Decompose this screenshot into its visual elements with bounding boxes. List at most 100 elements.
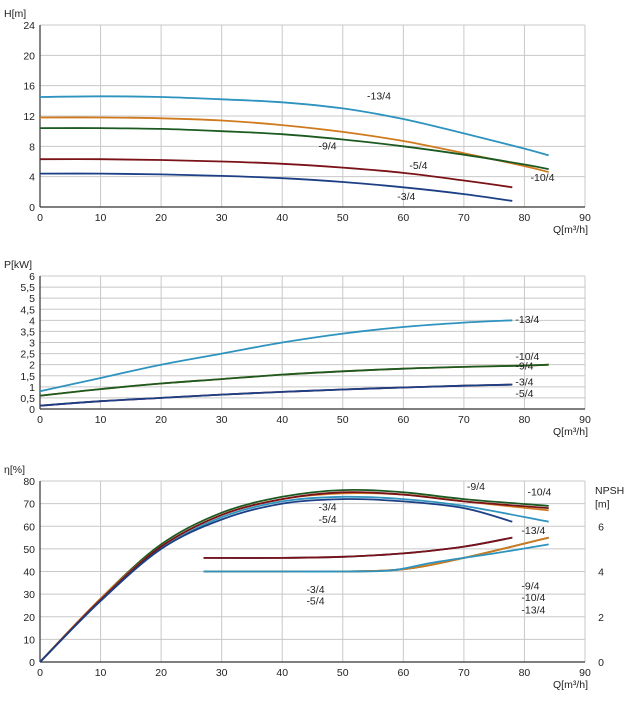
chart-1-x-tick-label: 50 bbox=[337, 414, 349, 426]
chart-1-x-tick-label: 40 bbox=[276, 414, 288, 426]
chart-2-y-tick-label: 30 bbox=[23, 589, 35, 601]
chart-0-curve-label: -13/4 bbox=[367, 90, 391, 102]
chart-2-curve-label: -13/4 bbox=[521, 604, 545, 616]
chart-2-series-13-4-line bbox=[39, 495, 549, 663]
chart-2-y-tick-label: 0 bbox=[29, 657, 35, 669]
chart-1-y-axis-label: P[kW] bbox=[4, 259, 32, 271]
chart-2-y2-axis-label: NPSH bbox=[595, 485, 624, 497]
chart-2-x-tick-label: 60 bbox=[397, 667, 409, 679]
chart-1-curve-label: -3/4 bbox=[515, 377, 533, 389]
chart-2-x-axis-label: Q[m³/h] bbox=[553, 679, 588, 691]
chart-2-series-5-4-npsh-line bbox=[203, 536, 513, 559]
chart-0-curve-label: -10/4 bbox=[531, 172, 555, 184]
chart-0-series-13-4-line bbox=[39, 95, 549, 157]
chart-1-x-tick-label: 0 bbox=[37, 414, 43, 426]
chart-2-y-tick-label: 40 bbox=[23, 567, 35, 579]
chart-1-y-tick-label: 5,5 bbox=[20, 282, 35, 294]
chart-1-y-tick-label: 4,5 bbox=[20, 304, 35, 316]
chart-2-y2-tick-label: 6 bbox=[598, 521, 604, 533]
chart-0-x-tick-label: 10 bbox=[95, 212, 107, 224]
chart-2-y-tick-label: 80 bbox=[23, 476, 35, 488]
chart-1-y-tick-label: 4 bbox=[29, 315, 35, 327]
chart-2-series-3-4-npsh-line bbox=[203, 536, 513, 559]
chart-1-y-tick-label: 0 bbox=[29, 404, 35, 416]
chart-2-x-tick-label: 70 bbox=[458, 667, 470, 679]
chart-2-y2-axis-unit: [m] bbox=[595, 499, 610, 511]
chart-0-x-axis-label: Q[m³/h] bbox=[553, 224, 588, 236]
chart-0-y-axis-label: H[m] bbox=[4, 8, 26, 20]
chart-1-y-tick-label: 3,5 bbox=[20, 326, 35, 338]
chart-1-x-axis-label: Q[m³/h] bbox=[553, 426, 588, 438]
chart-0-y-tick-label: 24 bbox=[23, 20, 35, 32]
chart-1-y-tick-label: 2 bbox=[29, 360, 35, 372]
chart-2-curve-label: -13/4 bbox=[521, 525, 545, 537]
chart-1-curve-label: -9/4 bbox=[515, 361, 533, 373]
chart-2-y-tick-label: 70 bbox=[23, 499, 35, 511]
chart-0-x-tick-label: 50 bbox=[337, 212, 349, 224]
chart-2-y-axis-label: η[%] bbox=[4, 464, 25, 476]
chart-2-x-tick-label: 20 bbox=[155, 667, 167, 679]
chart-1-series-3-4-line bbox=[39, 383, 513, 407]
chart-1-x-tick-label: 20 bbox=[155, 414, 167, 426]
chart-1-y-tick-label: 2,5 bbox=[20, 349, 35, 361]
chart-2-curve-label: -3/4 bbox=[306, 584, 324, 596]
chart-1-x-tick-label: 30 bbox=[216, 414, 228, 426]
chart-0-series-9-4-line bbox=[39, 127, 549, 170]
chart-1-y-tick-label: 6 bbox=[29, 271, 35, 283]
chart-1-y-tick-label: 0,5 bbox=[20, 393, 35, 405]
chart-2-x-tick-label: 50 bbox=[337, 667, 349, 679]
chart-2-series-3-4-line bbox=[39, 498, 513, 663]
chart-0-x-tick-label: 40 bbox=[276, 212, 288, 224]
chart-0-series-5-4-line bbox=[39, 158, 513, 189]
chart-2-curve-label: -10/4 bbox=[521, 592, 545, 604]
chart-1-series-9-4-line bbox=[39, 363, 549, 397]
chart-2-y-tick-label: 10 bbox=[23, 634, 35, 646]
chart-2-x-tick-label: 0 bbox=[37, 667, 43, 679]
chart-2-y2-tick-label: 2 bbox=[598, 612, 604, 624]
chart-2-x-tick-label: 10 bbox=[95, 667, 107, 679]
chart-1-curve-label: -10/4 bbox=[515, 351, 539, 363]
chart-2-y-tick-label: 20 bbox=[23, 612, 35, 624]
chart-0-y-tick-label: 0 bbox=[29, 202, 35, 214]
chart-0-y-tick-label: 8 bbox=[29, 141, 35, 153]
chart-0-x-tick-label: 60 bbox=[397, 212, 409, 224]
chart-2-curve-label: -9/4 bbox=[467, 481, 485, 493]
chart-2-curve-label: -9/4 bbox=[521, 581, 539, 593]
chart-0-y-tick-label: 12 bbox=[23, 111, 35, 123]
chart-0-curve-label: -5/4 bbox=[409, 160, 427, 172]
chart-2-curve-label: -5/4 bbox=[319, 514, 337, 526]
chart-2-y-tick-label: 60 bbox=[23, 521, 35, 533]
chart-2-y-tick-label: 50 bbox=[23, 544, 35, 556]
chart-0-x-tick-label: 90 bbox=[579, 212, 591, 224]
chart-2-x-tick-label: 30 bbox=[216, 667, 228, 679]
chart-2-series-10-4-line bbox=[39, 492, 549, 663]
chart-2-series-9-4-line bbox=[39, 488, 549, 663]
chart-2-x-tick-label: 90 bbox=[579, 667, 591, 679]
chart-2-x-tick-label: 40 bbox=[276, 667, 288, 679]
chart-2-series-5-4-line bbox=[39, 491, 549, 663]
chart-0-y-tick-label: 4 bbox=[29, 172, 35, 184]
chart-1-y-tick-label: 1,5 bbox=[20, 371, 35, 383]
chart-0-x-tick-label: 80 bbox=[519, 212, 531, 224]
chart-1-y-tick-label: 3 bbox=[29, 338, 35, 350]
chart-1-curve-label: -13/4 bbox=[515, 314, 539, 326]
chart-2-curve-label: -3/4 bbox=[319, 501, 337, 513]
chart-0-y-tick-label: 20 bbox=[23, 50, 35, 62]
chart-0-curve-label: -9/4 bbox=[319, 140, 337, 152]
chart-2-y2-tick-label: 4 bbox=[598, 567, 604, 579]
chart-1-series-13-4-line bbox=[39, 319, 513, 393]
chart-2-curve-label: -10/4 bbox=[527, 487, 551, 499]
chart-1-y-tick-label: 5 bbox=[29, 293, 35, 305]
chart-0-series-3-4-line bbox=[39, 172, 513, 202]
chart-2-x-tick-label: 80 bbox=[519, 667, 531, 679]
chart-0-x-tick-label: 0 bbox=[37, 212, 43, 224]
chart-1-x-tick-label: 60 bbox=[397, 414, 409, 426]
chart-0-curve-label: -3/4 bbox=[397, 191, 415, 203]
chart-1-x-tick-label: 90 bbox=[579, 414, 591, 426]
chart-1-x-tick-label: 80 bbox=[519, 414, 531, 426]
chart-0-x-tick-label: 30 bbox=[216, 212, 228, 224]
chart-1-x-tick-label: 70 bbox=[458, 414, 470, 426]
chart-1-x-tick-label: 10 bbox=[95, 414, 107, 426]
